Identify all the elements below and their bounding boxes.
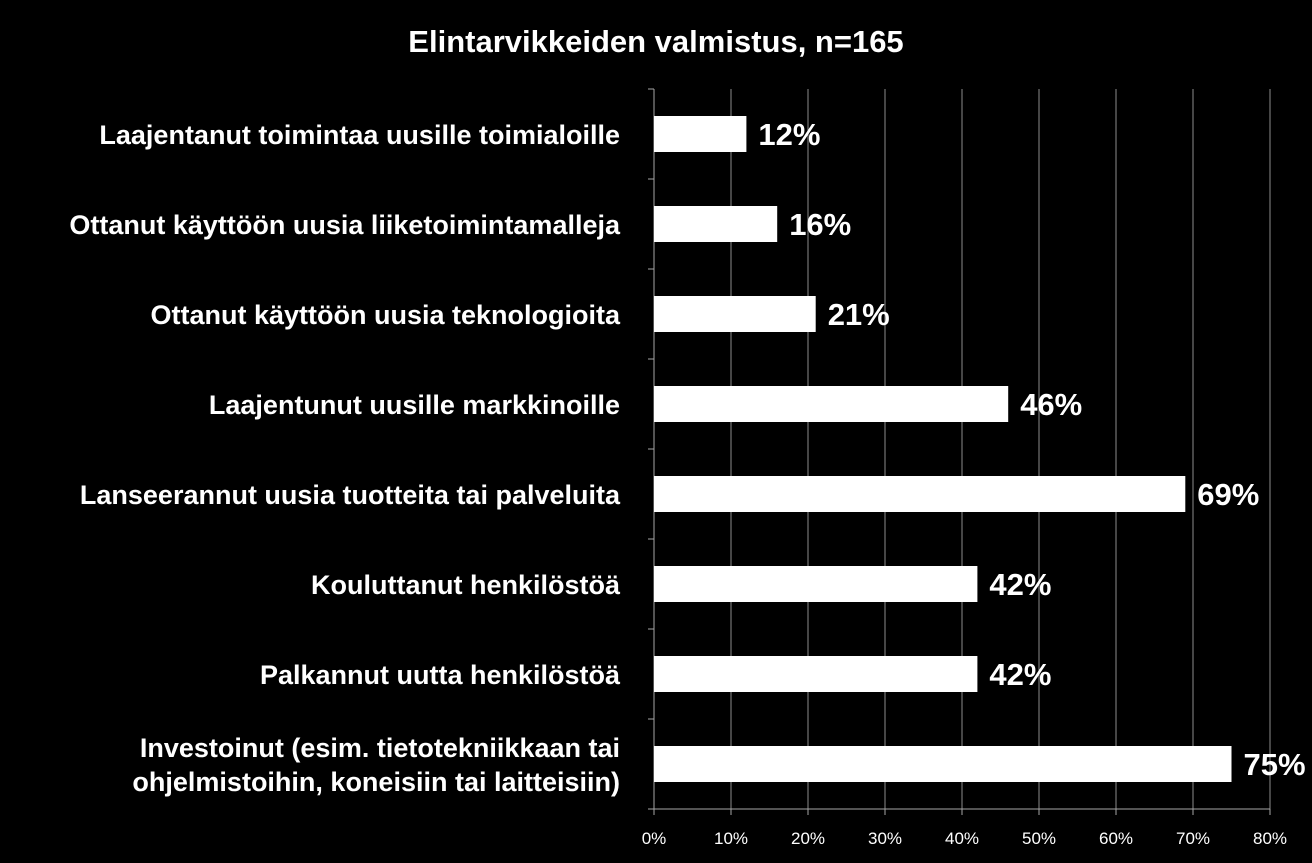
x-tick-label: 10% [714,829,748,848]
x-tick-label: 30% [868,829,902,848]
bar [654,206,778,242]
category-label: Ottanut käyttöön uusia teknologioita [150,300,620,330]
x-tick-label: 80% [1253,829,1287,848]
category-label: Investoinut (esim. tietotekniikkaan tai [140,733,620,763]
bar [654,116,747,152]
category-label: Laajentunut uusille markkinoille [209,390,620,420]
gridlines [730,89,1271,809]
category-label: Kouluttanut henkilöstöä [311,570,621,600]
category-label: Lanseerannut uusia tuotteita tai palvelu… [80,480,621,510]
x-tick-label: 20% [791,829,825,848]
bar [654,746,1232,782]
data-label: 42% [989,567,1051,602]
category-label: Ottanut käyttöön uusia liiketoimintamall… [69,210,621,240]
data-label: 12% [758,117,820,152]
data-label: 46% [1020,387,1082,422]
x-tick-label: 70% [1176,829,1210,848]
data-label: 21% [828,297,890,332]
data-label: 16% [789,207,851,242]
data-label: 42% [989,657,1051,692]
axes [648,88,1271,815]
bars [654,116,1232,782]
bar [654,476,1186,512]
data-label: 75% [1244,747,1306,782]
chart-title: Elintarvikkeiden valmistus, n=165 [408,24,903,59]
category-label: Laajentanut toimintaa uusille toimialoil… [99,120,620,150]
category-label: Palkannut uutta henkilöstöä [260,660,621,690]
category-label: ohjelmistoihin, koneisiin tai laitteisii… [132,767,620,797]
data-label: 69% [1197,477,1259,512]
x-tick-label: 60% [1099,829,1133,848]
bar [654,656,978,692]
x-tick-label: 0% [642,829,667,848]
bar [654,296,816,332]
x-tick-label: 50% [1022,829,1056,848]
labels: 0% 10% 20% 30% 40% 50% 60% 70% 80% 12% Laajentanut… [69,117,1305,848]
bar [654,386,1009,422]
bar [654,566,978,602]
x-tick-label: 40% [945,829,979,848]
